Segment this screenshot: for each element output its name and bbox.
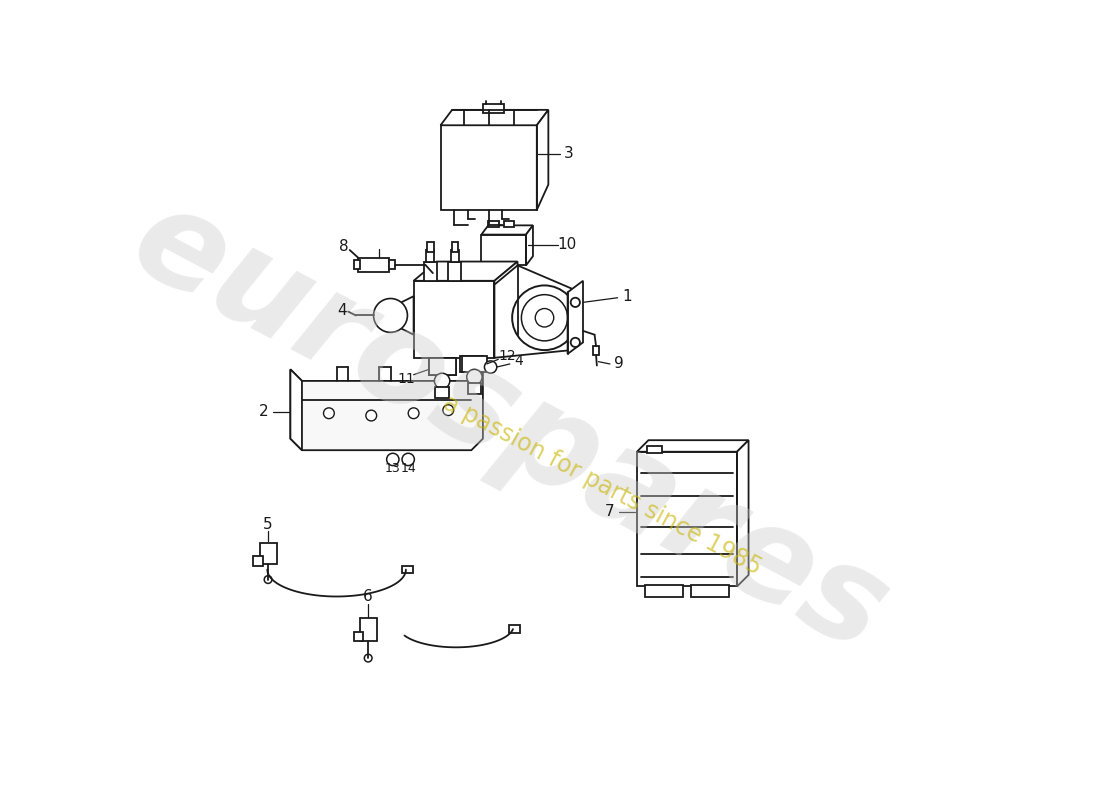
Circle shape [387,454,399,466]
Text: 12: 12 [498,350,516,363]
Circle shape [571,298,580,307]
Circle shape [466,370,482,385]
Circle shape [484,361,497,373]
Polygon shape [290,370,301,450]
Bar [389,260,395,270]
Bar [647,446,662,454]
Bar [353,632,363,641]
Bar [468,383,482,394]
Text: 7: 7 [605,504,615,519]
Bar [428,242,433,251]
Bar [452,242,459,251]
Circle shape [366,410,376,421]
Circle shape [323,408,334,418]
Polygon shape [482,226,534,234]
Text: 6: 6 [363,589,373,604]
Text: 13: 13 [385,462,400,475]
Circle shape [408,408,419,418]
Polygon shape [290,370,483,450]
Bar [451,250,459,262]
Polygon shape [449,262,461,281]
Text: 2: 2 [258,404,268,419]
Bar [691,585,729,597]
Bar [460,356,483,372]
Bar [504,221,515,227]
Bar [429,358,455,374]
Text: 4: 4 [514,354,522,368]
Polygon shape [440,110,548,126]
Circle shape [443,405,453,415]
Bar [360,618,376,641]
Circle shape [536,309,553,327]
Bar [637,452,737,586]
Bar [593,346,600,355]
Text: 14: 14 [400,462,416,475]
Text: eurospares: eurospares [111,175,909,679]
Text: a passion for parts since 1985: a passion for parts since 1985 [439,390,766,579]
Polygon shape [390,296,414,334]
Text: 5: 5 [263,517,273,532]
Polygon shape [537,110,548,210]
Polygon shape [526,226,534,266]
Text: 11: 11 [397,372,415,386]
Circle shape [513,286,576,350]
Bar [403,566,412,574]
Polygon shape [424,262,437,281]
Bar [429,358,455,374]
Bar [353,260,360,270]
Text: 8: 8 [340,239,349,254]
Bar [359,258,389,271]
Bar [483,104,505,113]
Polygon shape [414,262,517,281]
Text: 10: 10 [558,237,576,252]
Bar [488,221,499,227]
Circle shape [382,307,399,324]
Bar [426,250,434,262]
Circle shape [402,454,415,466]
Circle shape [376,302,405,330]
Bar [645,585,683,597]
Circle shape [364,654,372,662]
Bar [482,234,526,266]
Bar [414,281,495,358]
Circle shape [521,294,568,341]
Polygon shape [637,440,749,452]
Circle shape [571,338,580,347]
Circle shape [264,576,272,583]
Circle shape [434,373,450,389]
Polygon shape [495,266,572,358]
Text: 3: 3 [564,146,574,162]
Bar [260,542,276,564]
Polygon shape [568,281,583,354]
Bar [462,356,486,372]
Bar [509,626,520,633]
Text: 4: 4 [338,302,346,318]
Circle shape [374,298,407,332]
Bar [440,126,537,210]
Text: 9: 9 [614,357,624,371]
Text: 1: 1 [623,289,631,304]
Bar [253,557,263,566]
Polygon shape [495,262,517,358]
Bar [436,387,449,398]
Polygon shape [737,440,749,586]
